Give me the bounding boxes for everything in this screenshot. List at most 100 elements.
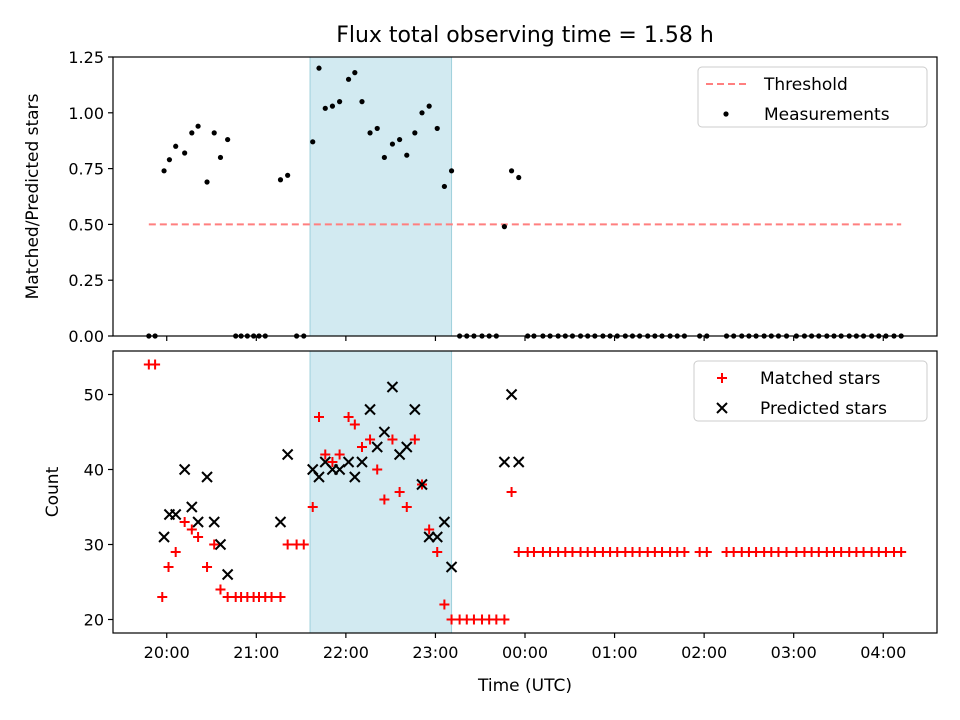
measurement-point (316, 65, 322, 71)
measurement-point (412, 130, 418, 136)
measurement-point (211, 130, 217, 136)
measurement-point (374, 125, 380, 132)
predicted-star-point (401, 441, 413, 453)
predicted-star-point (342, 456, 355, 468)
matched-star-point (401, 502, 412, 512)
matched-star-point (394, 487, 405, 497)
predicted-star-point (186, 501, 198, 513)
y-tick-label: 40 (84, 461, 104, 480)
predicted-star-point (378, 426, 391, 438)
predicted-star-point (349, 471, 361, 483)
highlight-span (309, 56, 453, 337)
matched-star-point (298, 539, 309, 550)
predicted-star-point (445, 561, 458, 573)
matched-star-point (314, 412, 324, 422)
measurement-point (448, 168, 455, 174)
predicted-star-point (371, 441, 383, 453)
predicted-star-point (169, 508, 182, 521)
y-tick-label: 30 (84, 536, 104, 555)
measurement-point (322, 105, 328, 111)
measurement-point (508, 168, 515, 174)
matched-star-point (356, 442, 367, 452)
top-panel: 0.00 0.25 0.50 0.75 1.00 1.25 Matched/Predicte… (23, 48, 938, 346)
measurement-point (345, 76, 352, 82)
legend-measurement-swatch (723, 111, 729, 117)
matched-star-point (896, 547, 907, 557)
measurement-point (310, 139, 316, 145)
measurement-point (173, 143, 179, 149)
predicted-star-point (438, 516, 451, 528)
predicted-star-point (386, 381, 399, 393)
measurement-point (404, 152, 410, 158)
measurement-point (217, 154, 224, 161)
matched-star-point (193, 532, 204, 542)
matched-star-point (365, 434, 376, 445)
x-tick-label: 22:00 (323, 643, 369, 662)
matched-star-point (307, 502, 318, 512)
matched-star-point (343, 412, 354, 422)
matched-star-point (387, 434, 398, 445)
predicted-star-point (505, 388, 518, 401)
matched-star-point (349, 419, 360, 430)
predicted-star-point (313, 471, 325, 483)
predicted-star-point (201, 471, 213, 483)
legend-frame (693, 360, 928, 422)
measurement-point (419, 110, 425, 116)
matched-star-point (215, 584, 226, 595)
x-tick-label: 04:00 (860, 643, 906, 662)
matched-star-point (701, 547, 712, 557)
measurement-point (426, 103, 432, 109)
legend: Matched stars Predicted stars (693, 360, 928, 422)
predicted-star-point (158, 531, 170, 543)
matched-star-point (424, 524, 435, 535)
matched-star-point (202, 562, 213, 572)
matched-star-point (372, 464, 383, 475)
measurement-point (434, 125, 440, 132)
x-tick-label: 03:00 (771, 643, 817, 662)
matched-star-point (186, 524, 197, 535)
predicted-star-point (281, 448, 294, 461)
y-tick-label: 0.25 (68, 271, 104, 290)
matched-star-point (334, 449, 345, 460)
matched-star-point (275, 592, 286, 602)
predicted-star-point (364, 403, 376, 416)
matched-star-point (439, 599, 450, 610)
measurement-point (195, 123, 201, 129)
matched-star-point (209, 539, 220, 550)
measurement-point (166, 157, 173, 163)
predicted-star-point (274, 516, 287, 528)
chart-title: Flux total observing time = 1.58 h (336, 23, 714, 48)
y-tick-label: 1.00 (68, 104, 104, 123)
matched-star-point (170, 547, 181, 557)
measurement-point (204, 179, 210, 185)
measurement-point (182, 150, 188, 156)
legend-matched-swatch (717, 373, 727, 383)
measurement-point (352, 70, 358, 76)
matched-star-point (506, 487, 517, 497)
highlight-span (309, 350, 453, 634)
predicted-star-point (221, 568, 234, 581)
matched-star-point (157, 592, 168, 602)
matched-star-point (781, 547, 792, 557)
predicted-star-point (498, 456, 511, 468)
matched-star-point (432, 547, 443, 557)
measurement-point (161, 168, 167, 174)
y-tick-label: 20 (84, 611, 104, 630)
legend-label: Predicted stars (760, 399, 887, 419)
x-tick-label: 02:00 (681, 643, 727, 662)
measurement-point (501, 224, 507, 230)
legend-predicted-swatch (716, 402, 728, 414)
measurement-point (277, 177, 284, 183)
matched-star-point (499, 614, 510, 625)
measurement-point (225, 136, 231, 143)
predicted-star-point (178, 463, 191, 476)
matched-star-point (163, 562, 174, 572)
predicted-star-point (192, 516, 204, 528)
x-tick-label: 20:00 (144, 643, 190, 662)
matched-star-point (282, 539, 293, 550)
y-tick-label: 0.75 (68, 160, 104, 179)
measurement-point (189, 130, 195, 136)
bottom-panel: 20 30 40 50 20:00 21:00 22:00 23:00 00:00 01:00 02… (43, 350, 938, 696)
measurement-point (329, 103, 336, 109)
